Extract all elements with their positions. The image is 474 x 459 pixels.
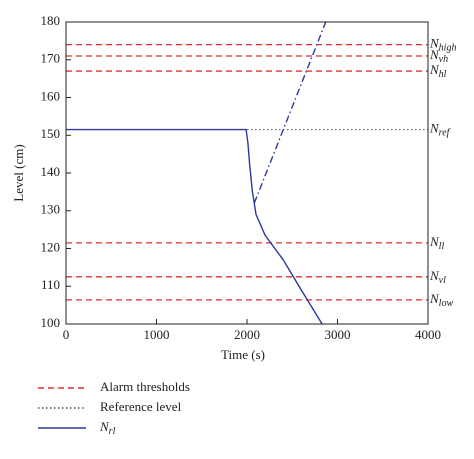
threshold-label: Nhl [429,62,447,80]
x-tick-label: 3000 [325,327,351,342]
y-tick-label: 170 [41,51,61,66]
plot-frame [65,21,429,325]
legend-label: Reference level [100,399,182,414]
label-main: N [429,36,440,51]
y-tick-label: 100 [41,315,61,330]
label-sub: ref [439,128,451,139]
label-main: N [429,62,440,77]
reference-label: Nref [429,121,451,139]
threshold-label: Nlow [429,291,453,309]
y-tick-label: 180 [41,13,61,28]
y-tick-label: 120 [41,239,61,254]
label-main: N [429,121,440,136]
label-sub: low [439,298,454,309]
y-axis-label: Level (cm) [11,144,26,201]
threshold-label: Nll [429,234,444,252]
label-sub: vl [439,275,446,286]
series-line [66,128,323,325]
threshold-label: Nvh [429,47,448,65]
label-main: N [429,291,440,306]
label-main: N [429,268,440,283]
label-main: N [429,47,440,62]
y-tick-label: 130 [41,202,61,217]
legend-label: Nrl [99,419,116,437]
x-tick-label: 1000 [144,327,170,342]
label-sub: ll [439,241,445,252]
y-tick-label: 140 [41,164,61,179]
legend-label: Alarm thresholds [100,379,190,394]
y-tick-label: 150 [41,126,61,141]
label-sub: rl [109,426,116,437]
label-sub: vh [439,54,448,65]
x-tick-label: 4000 [415,327,441,342]
threshold-label: Nvl [429,268,446,286]
label-sub: hl [439,69,447,80]
label-main: N [99,419,110,434]
x-tick-label: 0 [63,327,70,342]
x-axis-label: Time (s) [221,347,265,362]
x-tick-label: 2000 [234,327,260,342]
series-line [253,21,327,204]
threshold-label: Nhigh [429,36,456,54]
y-tick-label: 110 [41,277,60,292]
label-sub: high [439,43,457,54]
y-tick-label: 160 [41,88,61,103]
label-main: N [429,234,440,249]
